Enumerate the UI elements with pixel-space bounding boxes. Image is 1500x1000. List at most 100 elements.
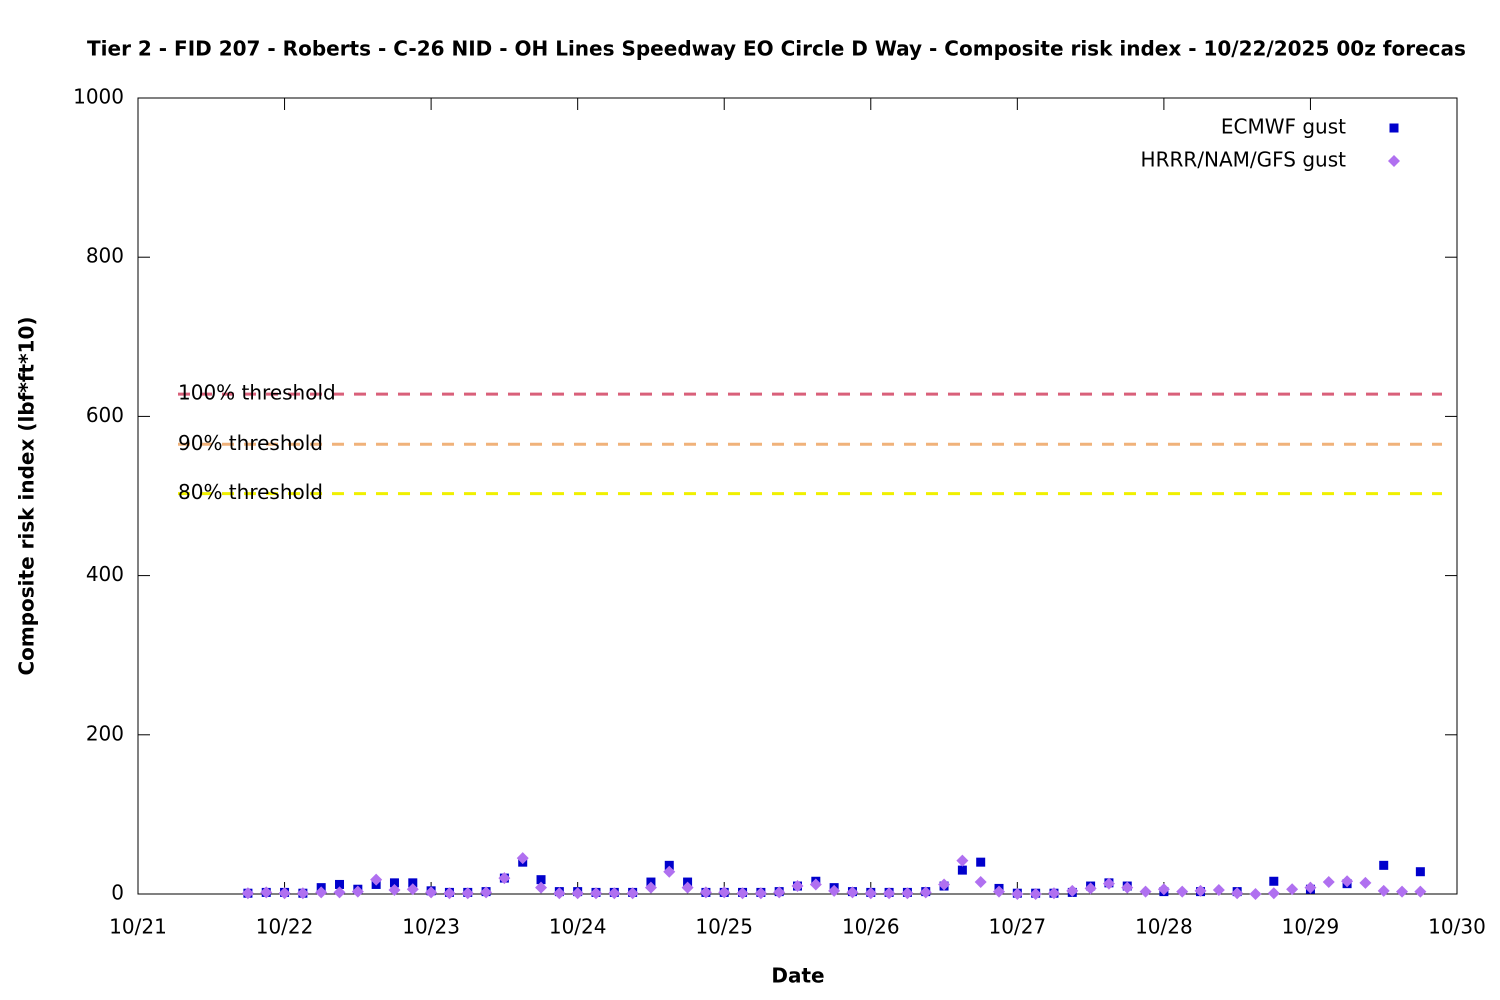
data-point (571, 887, 584, 900)
data-point (443, 887, 456, 900)
threshold-label: 90% threshold (178, 431, 323, 455)
data-point (974, 876, 987, 889)
data-point (1176, 885, 1189, 898)
data-point (957, 865, 967, 875)
data-point (1231, 887, 1244, 900)
x-tick-label: 10/29 (1282, 915, 1340, 939)
data-point (919, 886, 932, 899)
data-point (480, 886, 493, 899)
data-point (1249, 888, 1262, 900)
data-point (976, 857, 986, 867)
x-tick-label: 10/21 (109, 915, 167, 939)
data-point (809, 878, 822, 891)
data-point (498, 872, 511, 885)
x-tick-label: 10/30 (1428, 915, 1486, 939)
data-point (1379, 860, 1389, 870)
data-point (699, 886, 712, 899)
data-point (1396, 885, 1409, 898)
data-point (425, 886, 438, 899)
data-point (791, 880, 804, 893)
data-point (1341, 875, 1354, 888)
data-point (938, 878, 951, 891)
data-point (736, 887, 749, 900)
data-point (1066, 884, 1079, 897)
x-tick-label: 10/25 (695, 915, 753, 939)
data-point (1267, 887, 1280, 900)
data-point (773, 886, 786, 899)
data-point (1157, 883, 1170, 896)
data-point (516, 852, 529, 865)
data-point (315, 886, 328, 899)
legend-marker (1388, 155, 1400, 167)
data-point (1322, 876, 1335, 889)
data-point (536, 875, 546, 885)
data-point (1286, 883, 1299, 896)
data-point (241, 887, 254, 900)
legend-label: ECMWF gust (1221, 115, 1346, 139)
threshold-label: 80% threshold (178, 480, 323, 504)
x-tick-label: 10/23 (402, 915, 460, 939)
legend-label: HRRR/NAM/GFS gust (1141, 148, 1347, 172)
x-tick-label: 10/26 (842, 915, 900, 939)
x-tick-label: 10/22 (256, 915, 314, 939)
y-tick-label: 800 (86, 244, 124, 268)
data-point (883, 887, 896, 900)
y-tick-label: 0 (111, 881, 124, 905)
threshold-label: 100% threshold (178, 381, 336, 405)
data-point (1212, 884, 1225, 897)
data-point (335, 879, 345, 889)
data-point (664, 860, 674, 870)
data-point (535, 881, 548, 894)
data-point (278, 887, 291, 900)
y-tick-label: 1000 (73, 85, 124, 109)
data-point (663, 865, 676, 878)
data-point (1029, 888, 1042, 900)
data-point (408, 878, 418, 888)
y-tick-label: 400 (86, 562, 124, 586)
x-tick-label: 10/27 (989, 915, 1047, 939)
plot-frame (137, 97, 1458, 895)
data-point (1194, 884, 1207, 897)
data-point (1414, 885, 1427, 898)
data-point (1304, 881, 1317, 894)
y-axis-label: Composite risk index (lbf*ft*10) (15, 316, 39, 675)
y-tick-label: 600 (86, 403, 124, 427)
chart-title: Tier 2 - FID 207 - Roberts - C-26 NID - … (87, 37, 1466, 61)
data-point (1139, 885, 1152, 898)
data-point (718, 886, 731, 899)
data-point (1084, 882, 1097, 895)
data-point (1415, 867, 1425, 877)
data-point (828, 884, 841, 897)
data-point (644, 881, 657, 894)
data-point (351, 885, 364, 898)
data-point (260, 886, 273, 899)
data-point (296, 887, 309, 900)
x-tick-label: 10/24 (549, 915, 607, 939)
data-point (461, 887, 474, 900)
data-point (333, 886, 346, 899)
data-point (956, 854, 969, 867)
data-point (864, 887, 877, 900)
data-point (1269, 876, 1279, 886)
data-point (608, 887, 621, 900)
x-tick-label: 10/28 (1135, 915, 1193, 939)
data-point (406, 883, 419, 896)
data-point (589, 887, 602, 900)
data-point (993, 885, 1006, 898)
data-point (1121, 881, 1134, 894)
x-axis-label: Date (771, 964, 824, 988)
data-point (901, 887, 914, 900)
data-point (754, 887, 767, 900)
data-point (1102, 877, 1115, 890)
y-tick-label: 200 (86, 721, 124, 745)
data-point (388, 884, 401, 897)
data-point (1377, 884, 1390, 897)
data-point (1011, 888, 1024, 900)
data-point (1359, 876, 1372, 889)
data-point (553, 887, 566, 900)
data-point (370, 873, 383, 886)
data-point (1047, 887, 1060, 900)
data-point (681, 881, 694, 894)
data-point (846, 886, 859, 899)
